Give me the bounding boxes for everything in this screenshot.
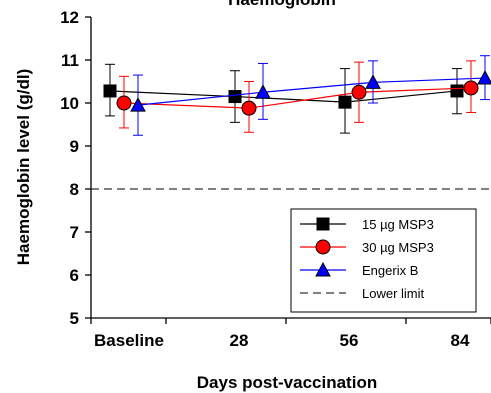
- data-point: [116, 95, 132, 111]
- series-triangle: [130, 55, 491, 136]
- x-tick-label: 84: [451, 331, 470, 350]
- legend-label: 30 µg MSP3: [362, 240, 434, 255]
- data-point: [351, 84, 367, 100]
- legend-marker: [315, 239, 331, 255]
- y-tick-label: 8: [70, 180, 79, 199]
- legend-label: Lower limit: [362, 286, 425, 301]
- legend-marker: [315, 261, 331, 277]
- y-tick-label: 9: [70, 137, 79, 156]
- y-axis-ticks: 5 6 7 8 9 10 11 12: [60, 8, 91, 328]
- plot-area: [90, 17, 491, 319]
- x-axis-title: Days post-vaccination: [197, 373, 377, 392]
- x-axis-ticks: Baseline 28 56 84: [90, 318, 491, 350]
- data-point: [365, 74, 381, 89]
- data-point: [241, 100, 257, 116]
- legend-entry: Engerix B: [300, 261, 418, 278]
- data-point: [130, 97, 146, 112]
- y-tick-label: 5: [70, 309, 79, 328]
- legend-entry: 30 µg MSP3: [300, 239, 434, 255]
- y-tick-label: 12: [60, 8, 79, 27]
- series-line: [123, 87, 472, 109]
- x-tick-label: Baseline: [94, 331, 164, 350]
- data-point: [450, 84, 464, 98]
- x-tick-label: 28: [230, 331, 249, 350]
- series-line: [109, 90, 458, 103]
- data-point: [463, 80, 479, 96]
- legend-entry: Lower limit: [300, 286, 425, 301]
- x-tick-label: 56: [340, 331, 359, 350]
- series-layer: [103, 55, 491, 136]
- legend-marker: [316, 217, 330, 231]
- legend-label: 15 µg MSP3: [362, 217, 434, 232]
- data-point: [228, 90, 242, 104]
- legend-entry: 15 µg MSP3: [300, 217, 434, 232]
- legend: 15 µg MSP3 30 µg MSP3 Engerix B Lower limit: [290, 208, 477, 313]
- data-point: [338, 95, 352, 109]
- data-point: [477, 70, 491, 85]
- y-tick-label: 7: [70, 223, 79, 242]
- chart-title: Haemoglobin: [228, 0, 336, 9]
- legend-label: Engerix B: [362, 263, 418, 278]
- y-tick-label: 6: [70, 266, 79, 285]
- series-square: [103, 63, 464, 134]
- y-axis-title: Haemoglobin level (g/dl): [14, 69, 33, 265]
- series-circle: [116, 60, 479, 133]
- y-tick-label: 10: [60, 94, 79, 113]
- data-point: [255, 84, 271, 99]
- y-tick-label: 11: [61, 51, 79, 70]
- data-point: [103, 84, 117, 98]
- series-line: [137, 77, 486, 106]
